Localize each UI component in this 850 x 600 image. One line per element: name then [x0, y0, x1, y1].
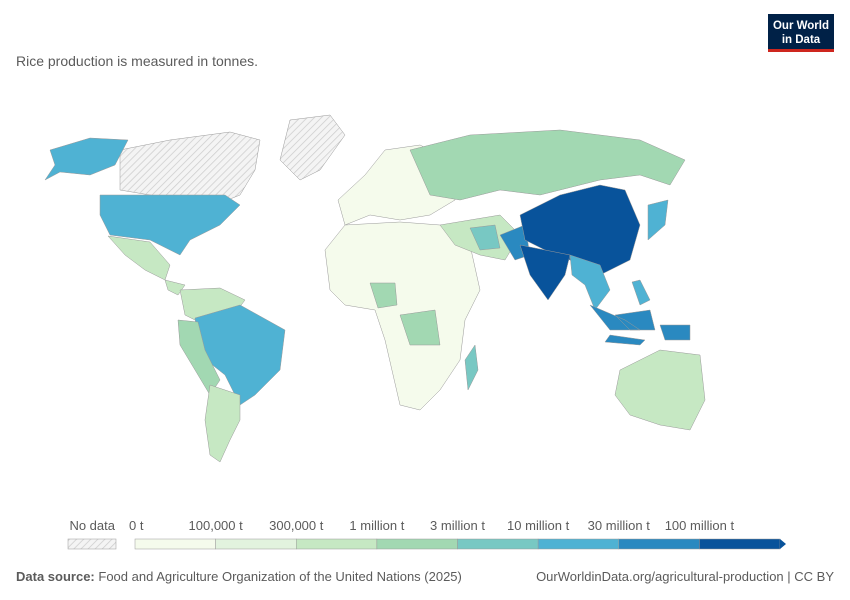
- legend-arrow: [780, 539, 786, 549]
- legend-label: 1 million t: [349, 518, 404, 533]
- legend-swatch: [699, 538, 781, 550]
- legend-label: 100 million t: [665, 518, 735, 533]
- legend-swatch: [296, 538, 378, 550]
- legend-swatch: [537, 538, 619, 550]
- source-label: Data source:: [16, 569, 95, 584]
- legend-swatch: [376, 538, 458, 550]
- legend-swatch: [134, 538, 216, 550]
- legend-label: 30 million t: [588, 518, 651, 533]
- legend-label: 0 t: [129, 518, 144, 533]
- legend: No data 0 t 100,000 t 300,000 t 1 million t…: [67, 518, 786, 550]
- legend-swatch: [618, 538, 700, 550]
- source-text: Food and Agriculture Organization of the…: [98, 569, 462, 584]
- logo-text: Our World: [773, 20, 829, 32]
- subtitle: Rice production is measured in tonnes.: [16, 53, 258, 69]
- legend-label: 300,000 t: [269, 518, 324, 533]
- logo: Our World in Data: [768, 14, 834, 52]
- legend-swatch: [457, 538, 539, 550]
- source: Data source: Food and Agriculture Organi…: [16, 569, 462, 584]
- legend-label: 100,000 t: [189, 518, 244, 533]
- legend-label: 3 million t: [430, 518, 485, 533]
- legend-no-data-label: No data: [69, 518, 115, 533]
- legend-no-data-swatch: [67, 538, 117, 550]
- legend-label: 10 million t: [507, 518, 570, 533]
- legend-swatch: [215, 538, 297, 550]
- source-link[interactable]: OurWorldinData.org/agricultural-producti…: [536, 569, 834, 584]
- logo-text: in Data: [782, 34, 821, 46]
- world-map: [44, 114, 706, 463]
